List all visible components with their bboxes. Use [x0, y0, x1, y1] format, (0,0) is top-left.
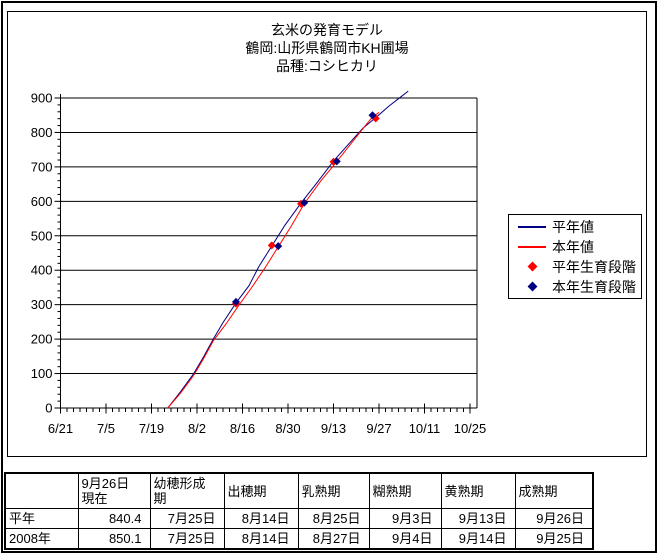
table-cell: 850.1	[77, 528, 151, 550]
legend-item: 平年生育段階	[515, 257, 641, 277]
table-cell: 8月14日	[223, 508, 299, 529]
y-axis-label: 0	[45, 401, 52, 416]
table-header-cell: 9月26日 現在	[77, 472, 151, 509]
table-header-cell: 糊熟期	[368, 472, 442, 509]
legend-diamond-icon	[515, 261, 549, 272]
table-cell: 9月25日	[514, 528, 594, 550]
legend-item: 平年値	[515, 217, 641, 237]
table-cell: 7月25日	[149, 508, 225, 529]
table-cell: 9月4日	[368, 528, 442, 550]
chart-subtitle-variety: 品種:コシヒカリ	[276, 58, 378, 74]
table-cell: 840.4	[77, 508, 151, 529]
table-row: 平年 840.4 7月25日 8月14日 8月25日 9月3日 9月13日 9月26日	[4, 508, 594, 529]
chart-title-block: 玄米の発育モデル 鶴岡:山形県鶴岡市KH圃場 品種:コシヒカリ	[8, 21, 646, 75]
table-corner-cell	[4, 472, 79, 509]
line-sample	[518, 245, 546, 248]
table-cell: 7月25日	[149, 528, 225, 550]
table-cell: 9月3日	[368, 508, 442, 529]
normal-year-stage-marker	[267, 241, 276, 250]
growth-stage-table: 9月26日 現在 幼穂形成 期出穂期 乳熟期 糊熟期 黄熟期 成熟期 平年 840.4 7月25…	[4, 472, 594, 550]
normal-year-line	[167, 90, 409, 409]
y-axis-label: 200	[31, 332, 53, 347]
current-year-line	[167, 112, 380, 409]
x-axis-label: 10/11	[409, 421, 441, 436]
current-year-stage-marker	[332, 157, 341, 166]
table-header-cell: 黄熟期	[440, 472, 516, 509]
x-axis-label: 7/5	[97, 421, 115, 436]
chart-area: 0 100 200 300 400 500 600 700 800 900 6/21 7/5 7/19 8…	[7, 11, 647, 457]
y-axis-label: 300	[31, 297, 53, 312]
table-header-cell: 成熟期	[514, 472, 594, 509]
legend: 平年値本年値平年生育段階 本年生育段階	[508, 214, 642, 299]
y-axis-label: 900	[31, 91, 53, 106]
x-axis-label: 8/30	[275, 421, 300, 436]
table-cell: 8月25日	[297, 508, 370, 529]
legend-line-swatch	[515, 225, 549, 228]
x-axis-label: 9/27	[366, 421, 391, 436]
current-year-stage-marker	[274, 242, 283, 251]
diamond-icon	[527, 281, 537, 292]
legend-item: 本年値	[515, 237, 641, 257]
line-sample	[518, 225, 546, 228]
row-label: 平年	[4, 508, 79, 529]
table-cell: 8月14日	[223, 528, 299, 550]
legend-label: 本年値	[552, 238, 594, 255]
table-cell: 8月27日	[297, 528, 370, 550]
legend-label: 平年生育段階	[552, 258, 636, 275]
y-axis-label: 700	[31, 159, 53, 174]
legend-label: 本年生育段階	[552, 278, 636, 295]
table-row: 2008年 850.1 7月25日 8月14日 8月27日 9月4日 9月14日 9月25日	[4, 528, 594, 550]
y-axis-label: 400	[31, 263, 53, 278]
row-label: 2008年	[4, 528, 79, 550]
legend-diamond-icon	[515, 281, 549, 292]
table-cell: 9月13日	[440, 508, 516, 529]
x-axis-label: 7/19	[139, 421, 164, 436]
y-axis-label: 600	[31, 194, 53, 209]
y-axis-label: 100	[31, 366, 53, 381]
legend-item: 本年生育段階	[515, 277, 641, 297]
plot: 0 100 200 300 400 500 600 700 800 900 6/21 7/5 7/19 8…	[31, 90, 487, 437]
y-axis-label: 800	[31, 125, 53, 140]
x-axis-label: 9/13	[321, 421, 346, 436]
legend-line-swatch	[515, 245, 549, 248]
table-header-cell: 幼穂形成 期	[149, 472, 225, 509]
current-year-stage-marker	[232, 297, 240, 306]
table-header-cell: 出穂期	[223, 472, 299, 509]
chart-title: 玄米の発育モデル	[271, 22, 383, 38]
diamond-icon	[527, 261, 537, 272]
x-axis-label: 8/16	[230, 421, 255, 436]
current-year-stage-marker	[368, 111, 377, 120]
chart-subtitle-location: 鶴岡:山形県鶴岡市KH圃場	[245, 40, 409, 56]
x-axis-label: 6/21	[48, 421, 73, 436]
table-header-cell: 乳熟期	[297, 472, 370, 509]
table-cell: 9月14日	[440, 528, 516, 550]
table-cell: 9月26日	[514, 508, 594, 529]
current-year-stage-marker	[300, 198, 309, 207]
x-axis-label: 8/2	[188, 421, 206, 436]
x-axis-label: 10/25	[454, 421, 487, 436]
table-header-row: 9月26日 現在 幼穂形成 期出穂期 乳熟期 糊熟期 黄熟期 成熟期	[4, 472, 594, 509]
legend-label: 平年値	[552, 218, 594, 235]
y-axis-label: 500	[31, 228, 53, 243]
